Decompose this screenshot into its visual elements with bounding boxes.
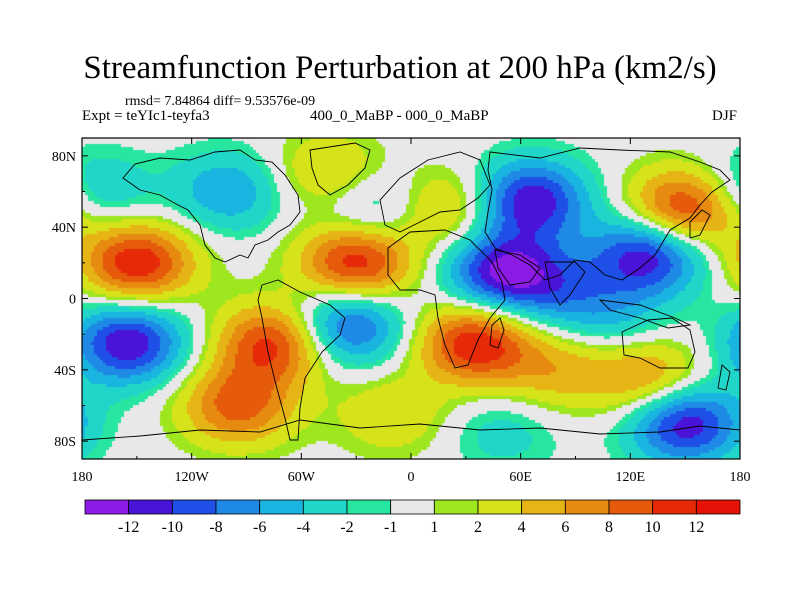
x-tick-label: 60W (288, 470, 316, 485)
colorbar-label: 1 (430, 519, 438, 536)
colorbar-swatch (128, 499, 173, 515)
colorbar-label: -12 (118, 519, 139, 536)
greenland-outline (309, 142, 371, 196)
new-zealand-outline (717, 364, 731, 391)
y-tick-label: 40S (54, 364, 76, 379)
arabia-outline (494, 249, 541, 286)
colorbar-label: -4 (297, 519, 310, 536)
colorbar-label: 4 (518, 519, 526, 536)
south-america-outline (257, 279, 346, 441)
indonesia-outline (598, 299, 692, 329)
colorbar-swatch (695, 499, 741, 515)
asia-outline (484, 147, 731, 281)
x-tick-label: 120E (616, 470, 646, 485)
india-outline (544, 261, 586, 306)
europe-outline (379, 151, 491, 233)
north-america-outline (122, 149, 301, 263)
colorbar-swatch (477, 499, 523, 515)
colorbar-swatch (84, 499, 130, 515)
colorbar-label: 12 (688, 519, 704, 536)
colorbar-label: -8 (209, 519, 222, 536)
colorbar-swatch (521, 499, 566, 515)
colorbar-label: -1 (384, 519, 397, 536)
colorbar-label: 10 (645, 519, 661, 536)
colorbar-swatch (390, 499, 435, 515)
map-frame (81, 137, 741, 460)
streamfunction-field-map (82, 138, 740, 459)
x-tick-label: 60E (509, 470, 532, 485)
antarctica-outline (81, 419, 741, 441)
colorbar-label: -2 (340, 519, 353, 536)
madagascar-outline (489, 317, 505, 349)
experiment-label: Expt = teYIc1-teyfa3 (82, 108, 210, 124)
colorbar-swatch (608, 499, 654, 515)
x-tick-label: 180 (72, 470, 93, 485)
y-axis: 80N 40N 0 40S 80S (52, 150, 740, 450)
x-tick-label: 180 (730, 470, 751, 485)
colorbar-label: 6 (561, 519, 569, 536)
colorbar-swatch (215, 499, 261, 515)
x-tick-label: 0 (408, 470, 415, 485)
period-difference-label: 400_0_MaBP - 000_0_MaBP (310, 108, 489, 124)
colorbar-swatch (433, 499, 479, 515)
x-tick-label: 120W (175, 470, 210, 485)
y-tick-label: 80S (54, 435, 76, 450)
colorbar-swatch (346, 499, 392, 515)
colorbar-swatch (652, 499, 697, 515)
colorbar: -12 -10 -8 -6 -4 -2 -1 1 2 4 6 8 10 12 (84, 499, 741, 536)
y-tick-label: 80N (52, 150, 76, 165)
japan-outline (689, 209, 711, 239)
colorbar-swatch (259, 499, 304, 515)
colorbar-swatch (302, 499, 348, 515)
colorbar-label: 8 (605, 519, 613, 536)
chart-title: Streamfunction Perturbation at 200 hPa (… (83, 50, 717, 86)
africa-outline (387, 229, 506, 369)
season-label: DJF (711, 108, 737, 124)
colorbar-swatch (171, 499, 217, 515)
y-tick-label: 40N (52, 221, 76, 236)
x-axis: 180 120W 60W 0 60E 120E 180 (72, 138, 751, 485)
colorbar-swatch (564, 499, 610, 515)
rmsd-diff-label: rmsd= 7.84864 diff= 9.53576e-09 (125, 94, 316, 109)
colorbar-label: -6 (253, 519, 266, 536)
coastline-outlines (81, 142, 741, 441)
y-tick-label: 0 (69, 293, 76, 308)
australia-outline (621, 317, 696, 369)
colorbar-label: 2 (474, 519, 482, 536)
colorbar-label: -10 (162, 519, 183, 536)
